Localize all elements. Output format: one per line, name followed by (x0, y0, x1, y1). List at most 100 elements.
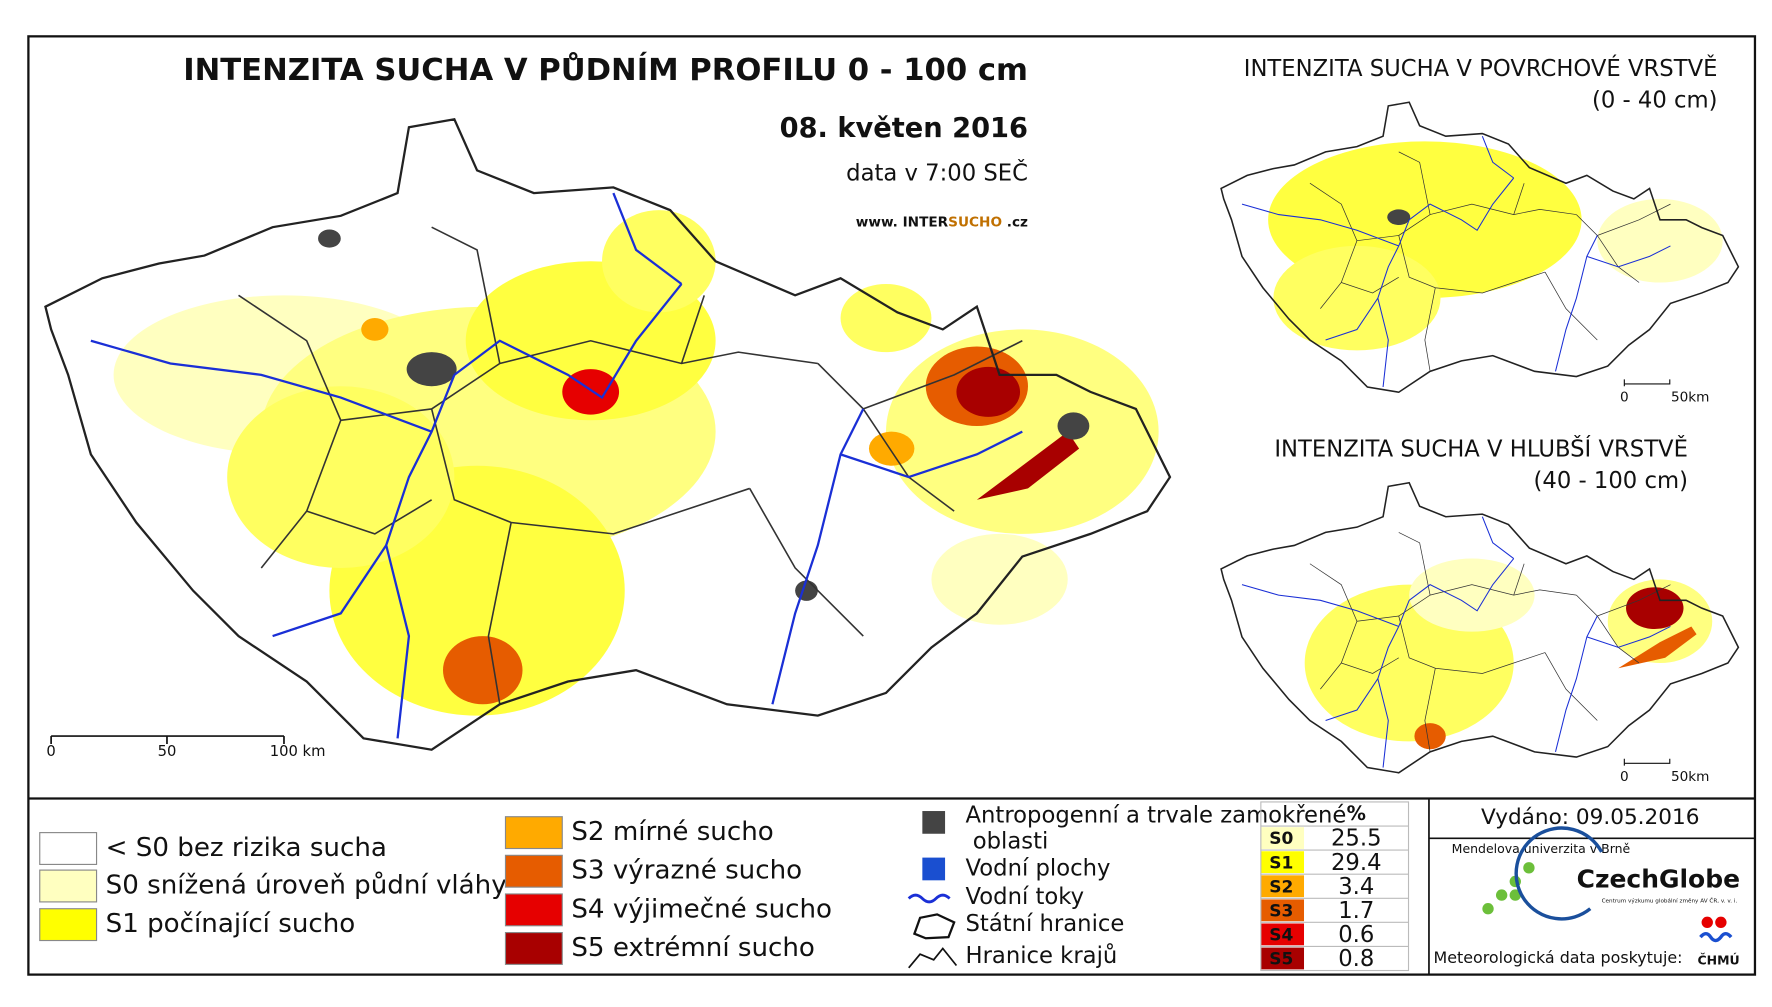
legend-label: Vodní toky (966, 884, 1085, 910)
table-header: % (1347, 802, 1366, 825)
map-feature (1597, 198, 1723, 283)
legend-swatch (39, 832, 98, 865)
deep-title: INTENZITA SUCHA V HLUBŠÍ VRSTVĚ (1274, 434, 1688, 462)
map-feature (227, 386, 455, 568)
map-feature (1701, 916, 1713, 929)
map-feature (956, 366, 1021, 417)
mendel-logo: Mendelova univerzita v Brně (1452, 841, 1631, 915)
map-feature (907, 893, 951, 904)
logo-text: Centrum výzkumu globální změny AV ČR, v.… (1602, 897, 1738, 904)
map-feature (406, 352, 457, 387)
map-feature (602, 210, 716, 313)
map-feature (443, 636, 523, 705)
class-cell (1260, 923, 1305, 946)
chmu-logo: ČHMÚ (1698, 916, 1740, 967)
legend-label: S4 výjimečné sucho (571, 894, 832, 924)
legend-label: oblasti (966, 828, 1049, 854)
map-feature (908, 947, 958, 969)
legend-classes: < S0 bez rizika sucha S0 snížená úroveň p… (39, 816, 832, 965)
website-part: INTER (903, 215, 949, 231)
table-border (1260, 801, 1410, 972)
issued: Vydáno: 09.05.2016 (1481, 805, 1699, 830)
map-feature (868, 431, 915, 466)
class-label: S4 (1269, 926, 1293, 946)
map-feature (922, 857, 946, 881)
website: www. INTERSUCHO .cz (856, 215, 1028, 231)
deep-map (1220, 481, 1740, 774)
logo-text: Mendelova univerzita v Brně (1452, 841, 1631, 856)
map-feature (912, 913, 956, 940)
class-cell (1260, 851, 1305, 874)
map-feature (1509, 889, 1521, 901)
czechglobe-logo: CzechGlobe Centrum výzkumu globální změn… (1514, 826, 1740, 921)
scale-label: 0 (1620, 769, 1629, 785)
stats-table: % S0 25.5 S1 29.4 S2 3.4 S3 1.7 S4 0.6 S5 0.8 (1260, 801, 1410, 972)
legend-label: < S0 bez rizika sucha (106, 833, 387, 863)
website-part: SUCHO (948, 215, 1002, 231)
map-feature (931, 533, 1068, 625)
legend-label: Antropogenní a trvale zamokřené oblasti (966, 802, 1347, 854)
class-label: S0 (1269, 829, 1293, 849)
legend-label: Státní hranice (966, 911, 1125, 937)
map-feature (1414, 723, 1446, 750)
main-title: INTENZITA SUCHA V PŮDNÍM PROFILU 0 - 100… (183, 51, 1028, 88)
website-part: www. (856, 215, 898, 231)
scale-label: 50 (158, 743, 177, 760)
percent-value: 1.7 (1338, 898, 1374, 924)
date: 08. květen 2016 (780, 113, 1028, 144)
website-part: .cz (1007, 215, 1028, 231)
deep-subtitle: (40 - 100 cm) (1534, 468, 1688, 494)
map-feature (1387, 209, 1411, 226)
map-feature (1618, 626, 1697, 669)
scale-label: 50km (1671, 390, 1710, 406)
legend-swatch (504, 932, 563, 965)
percent-value: 25.5 (1331, 826, 1382, 852)
legend-label: S3 výrazné sucho (571, 856, 802, 886)
class-cell (1260, 875, 1305, 898)
legend-swatch (504, 816, 563, 850)
class-label: S3 (1269, 901, 1293, 921)
percent-value: 29.4 (1331, 850, 1382, 876)
scale-bar (50, 735, 285, 745)
percent-value: 3.4 (1338, 874, 1374, 900)
legend-swatch (504, 854, 563, 888)
class-cell (1260, 899, 1305, 922)
legend-swatch (39, 908, 98, 942)
logo-text: CzechGlobe (1577, 864, 1740, 893)
class-label: S5 (1269, 950, 1293, 970)
map-feature (361, 318, 389, 341)
map-feature (1057, 412, 1090, 440)
class-cell (1260, 827, 1305, 849)
legend-label: S0 snížená úroveň půdní vláhy (106, 871, 507, 901)
map-feature (318, 229, 341, 248)
logo-text: ČHMÚ (1698, 952, 1740, 967)
map-feature (1482, 903, 1494, 915)
map-feature (1699, 932, 1733, 943)
surface-title: INTENZITA SUCHA V POVRCHOVÉ VRSTVĚ (1244, 54, 1718, 82)
map-feature (1409, 558, 1535, 632)
scale-label: 50km (1671, 769, 1710, 785)
surface-map (1220, 101, 1740, 394)
data-time: data v 7:00 SEČ (846, 158, 1028, 186)
percent-value: 0.8 (1338, 946, 1374, 972)
surface-subtitle: (0 - 40 cm) (1592, 88, 1718, 114)
class-label: S1 (1269, 853, 1293, 873)
scale-label: 100 km (270, 743, 326, 760)
map-feature (922, 811, 946, 834)
map-feature (840, 283, 932, 353)
map-feature (1273, 245, 1441, 351)
legend-swatch (39, 869, 98, 903)
scale-bar (1623, 379, 1671, 387)
legend-label: S1 počínající sucho (106, 909, 356, 939)
legend-swatch (504, 893, 563, 927)
class-cell (1260, 947, 1305, 970)
data-provider: Meteorologická data poskytuje: (1434, 948, 1683, 967)
class-label: S2 (1269, 877, 1293, 897)
map-feature (1626, 587, 1684, 630)
legend-label: Hranice krajů (966, 942, 1118, 969)
legend-label: S2 mírné sucho (571, 817, 773, 847)
map-feature (976, 431, 1080, 500)
